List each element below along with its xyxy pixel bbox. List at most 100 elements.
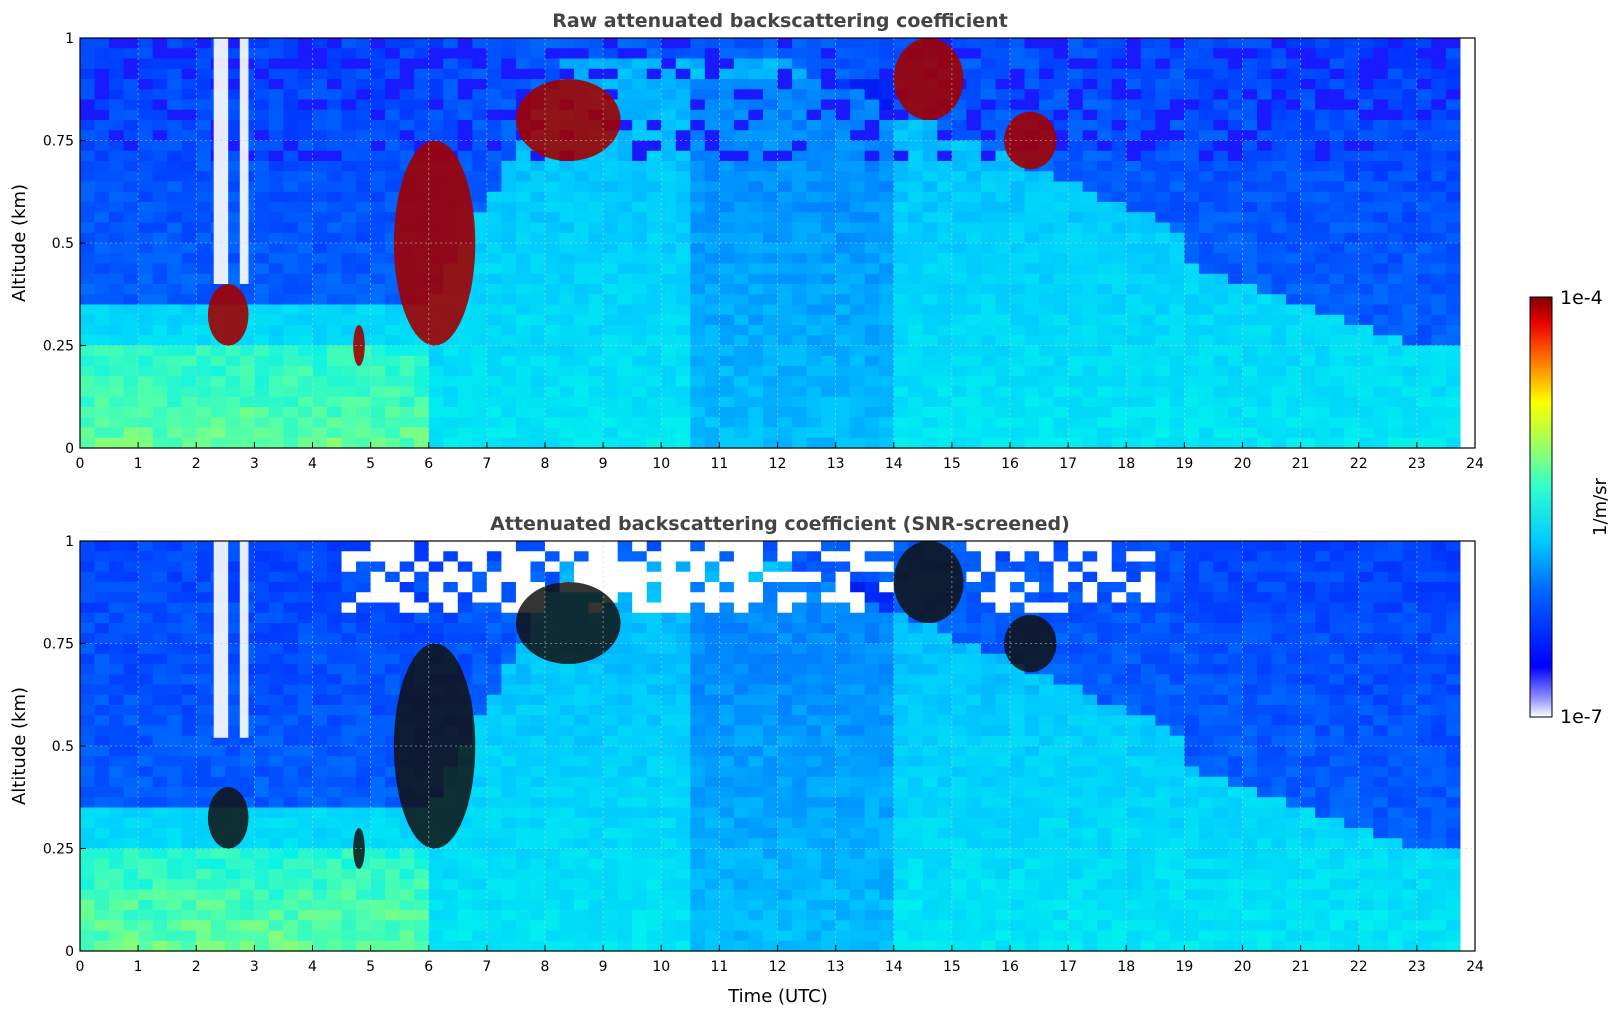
heatmap-cell [704, 181, 720, 193]
heatmap-cell [341, 715, 357, 727]
heatmap-cell [283, 879, 299, 891]
heatmap-cell [1387, 48, 1403, 60]
heatmap-cell [181, 171, 197, 183]
heatmap-cell [254, 766, 270, 778]
heatmap-cell [733, 38, 750, 49]
heatmap-cell [515, 202, 532, 213]
heatmap-cell [821, 109, 837, 121]
heatmap-cell [632, 79, 648, 90]
heatmap-cell [1257, 212, 1273, 224]
heatmap-cell [980, 109, 997, 121]
heatmap-cell [225, 68, 241, 80]
heatmap-cell [167, 571, 183, 583]
heatmap-cell [1140, 232, 1156, 244]
heatmap-cell [704, 120, 720, 131]
heatmap-cell [312, 355, 328, 367]
heatmap-cell [937, 181, 953, 193]
heatmap-cell [138, 120, 154, 131]
heatmap-cell [821, 222, 837, 234]
heatmap-cell [109, 787, 125, 798]
heatmap-cell [748, 396, 764, 408]
heatmap-cell [1227, 212, 1244, 224]
heatmap-cell [196, 940, 212, 952]
heatmap-cell [370, 899, 386, 911]
heatmap-cell [443, 79, 459, 90]
heatmap-cell [94, 325, 110, 336]
heatmap-cell [1300, 355, 1316, 367]
heatmap-cell [1097, 140, 1113, 152]
heatmap-cell [1286, 99, 1302, 111]
heatmap-cell [762, 417, 779, 429]
heatmap-cell [559, 253, 575, 265]
heatmap-cell [94, 807, 110, 819]
heatmap-cell [1039, 212, 1055, 224]
heatmap-cell [283, 858, 299, 870]
heatmap-cell [675, 79, 691, 90]
heatmap-cell [94, 684, 110, 696]
heatmap-cell [385, 58, 401, 70]
heatmap-cell [1445, 427, 1462, 439]
heatmap-cell [1227, 38, 1244, 49]
heatmap-cell [181, 684, 197, 696]
heatmap-cell [1082, 161, 1098, 172]
heatmap-cell [821, 79, 837, 90]
heatmap-cell [80, 345, 96, 357]
heatmap-cell [1184, 407, 1200, 418]
heatmap-cell [356, 407, 372, 418]
heatmap-cell [1257, 150, 1273, 162]
heatmap-cell [1402, 263, 1418, 275]
heatmap-cell [254, 171, 270, 183]
heatmap-cell [399, 623, 415, 634]
heatmap-cell [109, 817, 125, 829]
heatmap-cell [370, 602, 386, 614]
heatmap-cell [312, 243, 328, 254]
heatmap-cell [283, 561, 299, 573]
heatmap-cell [1242, 366, 1258, 377]
heatmap-cell [1387, 79, 1403, 90]
heatmap-cell [821, 58, 837, 70]
heatmap-cell [1068, 38, 1084, 49]
heatmap-cell [1155, 181, 1171, 193]
heatmap-cell [414, 130, 430, 142]
heatmap-cell [283, 551, 299, 563]
heatmap-cell [1373, 58, 1389, 70]
heatmap-cell [588, 222, 604, 234]
heatmap-cell [399, 140, 415, 152]
heatmap-cell [486, 191, 503, 203]
heatmap-cell [1373, 407, 1389, 418]
heatmap-cell [951, 284, 968, 295]
heatmap-cell [879, 437, 895, 449]
heatmap-cell [1010, 212, 1026, 224]
heatmap-cell [617, 335, 633, 347]
heatmap-cell [1024, 253, 1040, 265]
heatmap-cell [385, 427, 401, 439]
heatmap-cell [835, 38, 851, 49]
heatmap-cell [806, 314, 822, 326]
heatmap-cell [675, 150, 691, 162]
heatmap-cell [1140, 325, 1156, 336]
heatmap-cell [356, 181, 372, 193]
heatmap-cell [196, 889, 212, 901]
heatmap-cell [109, 653, 125, 665]
heatmap-cell [385, 325, 401, 336]
heatmap-cell [966, 304, 982, 316]
heatmap-cell [1431, 314, 1447, 326]
heatmap-cell [632, 366, 648, 377]
heatmap-cell [297, 787, 314, 798]
heatmap-cell [501, 273, 517, 285]
heatmap-cell [268, 212, 285, 224]
heatmap-cell [937, 386, 953, 398]
heatmap-cell [1329, 437, 1345, 449]
heatmap-cell [152, 592, 168, 604]
heatmap-cell [864, 120, 880, 131]
heatmap-cell [341, 150, 357, 162]
heatmap-cell [123, 899, 139, 911]
heatmap-cell [196, 766, 212, 778]
heatmap-cell [167, 643, 183, 655]
heatmap-cell [472, 427, 488, 439]
heatmap-cell [341, 684, 357, 696]
heatmap-cell [1198, 181, 1215, 193]
heatmap-cell [980, 366, 997, 377]
heatmap-cell [1126, 140, 1142, 152]
heatmap-cell [428, 551, 444, 563]
